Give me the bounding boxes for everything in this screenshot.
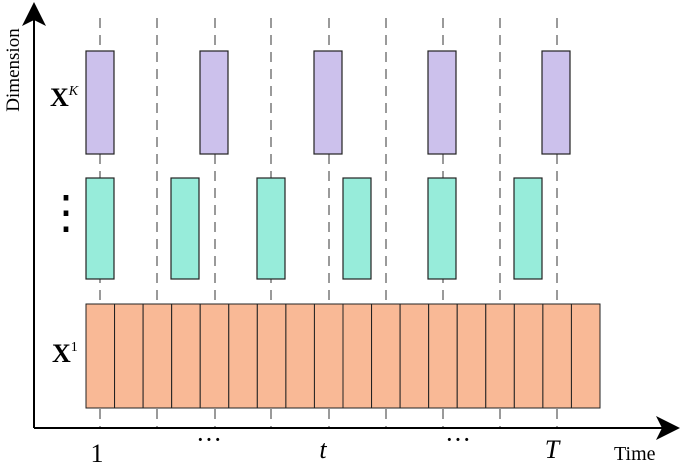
bottom-block-15 [485, 303, 515, 409]
bottom-block-10 [342, 303, 373, 409]
bottom-block-1 [85, 303, 116, 409]
bottom-block-9 [313, 303, 344, 409]
row-label-top: XK [50, 83, 79, 112]
middle-block-2 [170, 177, 200, 280]
time-tick-ellipsis-right: ··· [445, 425, 471, 454]
bottom-block-5 [199, 303, 230, 409]
y-axis-label: Dimension [3, 28, 24, 112]
bottom-block-2 [114, 303, 144, 409]
bottom-block-14 [456, 303, 487, 409]
time-tick-ellipsis-left: ··· [196, 425, 222, 454]
middle-block-1 [85, 177, 115, 280]
bottom-block-18 [570, 303, 601, 409]
bottom-block-13 [428, 303, 458, 409]
time-tick-T: T [545, 435, 561, 464]
row-label-bottom: X1 [52, 339, 78, 368]
bottom-block-3 [142, 303, 173, 409]
bottom-block-7 [256, 303, 287, 409]
bottom-block-12 [399, 303, 430, 409]
bottom-row-blocks [85, 303, 601, 409]
middle-row-blocks [85, 177, 543, 280]
top-block-2 [199, 50, 229, 155]
x-axis-label: Time [614, 443, 656, 465]
bottom-block-16 [513, 303, 544, 409]
top-block-5 [541, 50, 571, 155]
bottom-block-8 [285, 303, 315, 409]
middle-block-5 [427, 177, 457, 280]
bottom-block-17 [542, 303, 572, 409]
middle-block-6 [513, 177, 543, 280]
time-tick-1: 1 [91, 439, 104, 465]
bottom-block-11 [371, 303, 401, 409]
top-block-4 [427, 50, 457, 155]
top-block-3 [313, 50, 343, 155]
top-block-1 [85, 50, 115, 155]
time-tick-t: t [319, 435, 327, 464]
middle-block-3 [256, 177, 286, 280]
top-row-blocks [85, 50, 571, 155]
row-label-middle: ⋮ [43, 187, 89, 238]
bottom-block-6 [228, 303, 258, 409]
bottom-block-4 [171, 303, 201, 409]
middle-block-4 [342, 177, 372, 280]
